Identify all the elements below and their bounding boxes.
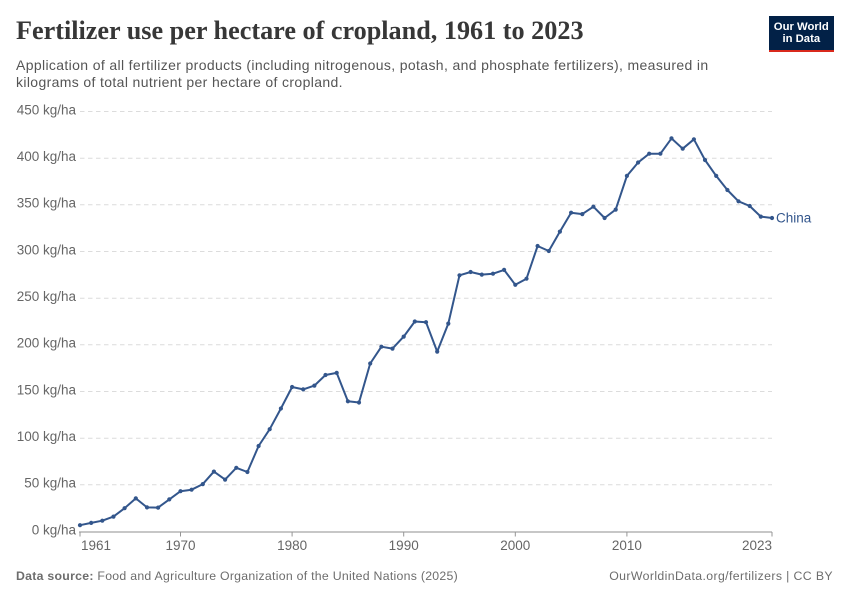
svg-text:1990: 1990	[389, 538, 419, 553]
svg-text:300 kg/ha: 300 kg/ha	[17, 242, 77, 257]
svg-text:350 kg/ha: 350 kg/ha	[17, 196, 77, 211]
svg-text:400 kg/ha: 400 kg/ha	[17, 149, 77, 164]
svg-text:150 kg/ha: 150 kg/ha	[17, 382, 77, 397]
svg-text:50 kg/ha: 50 kg/ha	[24, 476, 76, 491]
svg-text:1970: 1970	[165, 538, 195, 553]
svg-text:0 kg/ha: 0 kg/ha	[32, 522, 77, 537]
svg-text:250 kg/ha: 250 kg/ha	[17, 289, 77, 304]
svg-text:200 kg/ha: 200 kg/ha	[17, 336, 77, 351]
svg-text:2023: 2023	[742, 538, 772, 553]
svg-text:450 kg/ha: 450 kg/ha	[17, 102, 77, 117]
svg-text:1980: 1980	[277, 538, 307, 553]
svg-text:100 kg/ha: 100 kg/ha	[17, 429, 77, 444]
svg-text:2000: 2000	[500, 538, 530, 553]
svg-text:2010: 2010	[612, 538, 642, 553]
svg-text:1961: 1961	[81, 538, 111, 553]
svg-text:China: China	[776, 211, 812, 226]
